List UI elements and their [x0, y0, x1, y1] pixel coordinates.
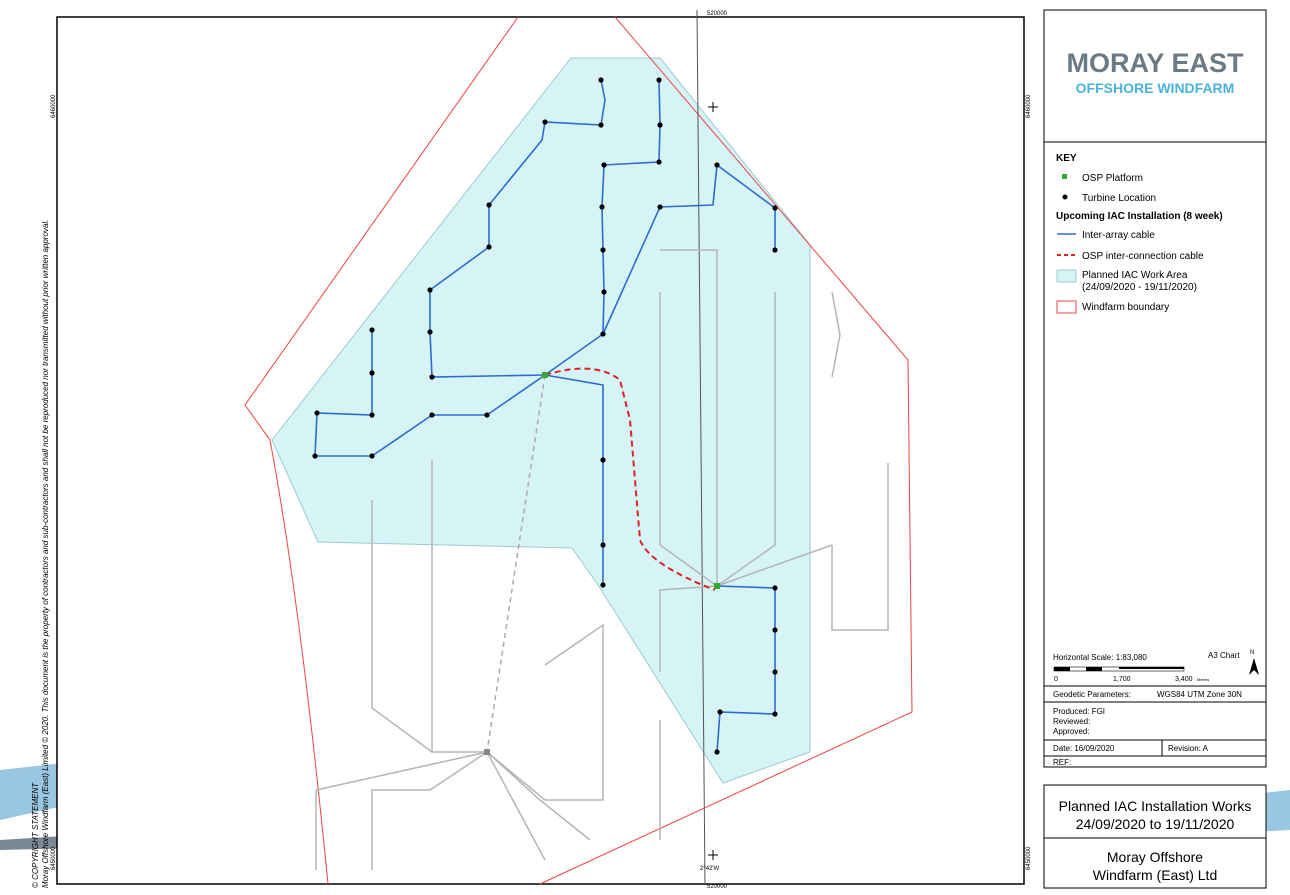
key-item: OSP Platform — [1082, 173, 1143, 184]
reviewed: Reviewed: — [1053, 717, 1090, 726]
scale-tick: 3,400 — [1175, 676, 1193, 683]
key-item: Windfarm boundary — [1082, 302, 1169, 313]
key-item: OSP inter-connection cable — [1082, 251, 1204, 262]
grid-label: 520000 — [707, 11, 728, 17]
grid-label: 6450000 — [1026, 846, 1032, 870]
grid-label: 6460000 — [51, 94, 57, 118]
title-block: Planned IAC Installation Works 24/09/202… — [1043, 784, 1267, 889]
grid-label: 2°42'W — [700, 866, 720, 872]
map: 520000 520000 2°42'W 6460000 6460000 645… — [31, 9, 1032, 890]
company-line: Moray Offshore — [1107, 849, 1203, 865]
key-item: Turbine Location — [1082, 193, 1156, 204]
scale-label: Horizontal Scale: 1:83,080 — [1053, 653, 1147, 662]
key-section: Upcoming IAC Installation (8 week) — [1056, 211, 1223, 222]
chart-size: A3 Chart — [1208, 651, 1240, 660]
grid-label: 520000 — [707, 884, 728, 890]
grid-label: 6450000 — [51, 846, 57, 870]
scale-unit: Metres — [1197, 677, 1209, 682]
key-item: Planned IAC Work Area — [1082, 270, 1188, 281]
key-item: (24/09/2020 - 19/11/2020) — [1082, 282, 1197, 293]
north-label: N — [1250, 650, 1254, 656]
key-item: Inter-array cable — [1082, 230, 1155, 241]
grid-label: 6460000 — [1026, 94, 1032, 118]
company-line: Windfarm (East) Ltd — [1093, 867, 1217, 883]
date: Date: 16/09/2020 — [1053, 744, 1115, 753]
produced: Produced: FGI — [1053, 707, 1105, 716]
logo-name: MORAY EAST — [1066, 48, 1244, 78]
logo-subtitle: OFFSHORE WINDFARM — [1076, 80, 1235, 96]
geodetic-label: Geodetic Parameters: — [1053, 690, 1131, 699]
title-line: Planned IAC Installation Works — [1059, 798, 1252, 814]
title-line: 24/09/2020 to 19/11/2020 — [1076, 816, 1235, 832]
ref: REF: — [1053, 758, 1071, 767]
scale-tick: 1,700 — [1113, 676, 1131, 683]
geodetic-value: WGS84 UTM Zone 30N — [1157, 690, 1242, 699]
key-title: KEY — [1056, 153, 1077, 164]
copyright-heading: © COPYRIGHT STATEMENT — [31, 782, 40, 888]
copyright-text: Moray Offshore Windfarm (East) Limited ©… — [41, 220, 50, 888]
revision: Revision: A — [1168, 744, 1209, 753]
legend-panel: MORAY EAST OFFSHORE WINDFARM KEY OSP Pla… — [1043, 9, 1267, 768]
scale-tick: 0 — [1054, 676, 1058, 683]
approved: Approved: — [1053, 727, 1089, 736]
